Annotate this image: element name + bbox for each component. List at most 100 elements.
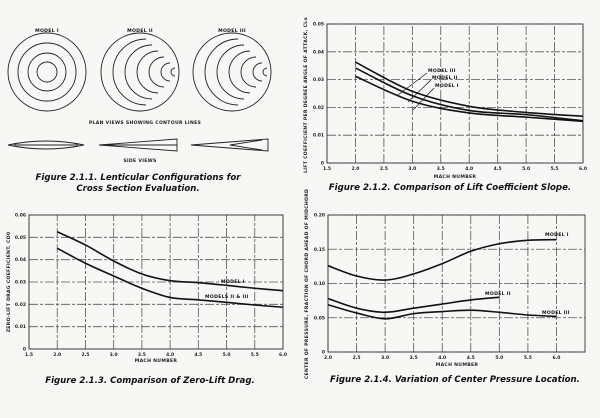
figure-caption: Figure 2.1.4. Variation of Center Pressu… [330, 375, 580, 385]
model-2-side-view [98, 138, 178, 152]
model-1-plan-view [7, 32, 87, 112]
model-3-side-view [190, 138, 269, 152]
x-tick-label: 3.5 [437, 166, 445, 172]
x-tick-label: 6.0 [579, 166, 587, 172]
y-tick-label: 0.05 [313, 22, 324, 28]
figure-2-1-1: MODEL I MODEL II MODEL III PLAN VIEWS SH… [7, 28, 272, 194]
y-tick-label: 0.02 [313, 105, 324, 111]
plan-views-label: PLAN VIEWS SHOWING CONTOUR LINES [89, 120, 201, 126]
series-line-model-i [327, 238, 557, 281]
x-axis-label: MACH NUMBER [135, 358, 178, 364]
y-tick-label: 0.05 [314, 315, 325, 321]
figure-2-1-2-lift-slope-chart: 1.5 2.0 2.5 3.0 3.5 4.0 4.5 5.0 5.5 6.0 0 0.01 0.02 0… [303, 17, 587, 193]
model-1-side-view [7, 140, 85, 150]
model-3-plan-view [192, 32, 272, 112]
x-tick-label: 4.0 [465, 166, 473, 172]
y-tick-label: 0 [321, 161, 324, 167]
series-line-model-iii [355, 61, 584, 118]
x-tick-label: 3.5 [138, 352, 146, 358]
figure-caption: Figure 2.1.2. Comparison of Lift Coeffic… [329, 183, 571, 193]
contour-arc [136, 50, 159, 94]
x-tick-label: 5.5 [524, 355, 532, 361]
y-tick-label: 0.01 [313, 133, 324, 139]
x-tick-label: 4.5 [494, 166, 502, 172]
leader-line [412, 87, 435, 111]
x-tick-label: 5.5 [551, 166, 559, 172]
contour-arc [262, 67, 268, 77]
contour-arc [148, 56, 165, 88]
series-line-models-ii-iii [56, 247, 284, 309]
y-tick-label: 0.20 [314, 213, 325, 219]
contour-arc [112, 38, 147, 106]
x-tick-label: 5.0 [522, 166, 530, 172]
x-tick-label: 1.5 [323, 166, 331, 172]
series-line-model-ii [355, 67, 584, 122]
series-line-model-ii [327, 296, 500, 314]
x-tick-label: 3.0 [381, 355, 389, 361]
contour-ring [36, 61, 58, 83]
x-tick-label: 6.0 [552, 355, 560, 361]
x-tick-label: 1.5 [25, 352, 33, 358]
x-tick-label: 4.5 [194, 352, 202, 358]
series-label: MODEL III [428, 68, 456, 74]
x-tick-label: 2.5 [81, 352, 89, 358]
series-label: MODEL I [221, 279, 245, 285]
x-tick-label: 5.5 [251, 352, 259, 358]
plot-frame [327, 214, 586, 353]
series-label: MODELS II & III [205, 294, 249, 300]
series-label: MODEL II [485, 291, 511, 297]
figure-2-1-4-center-pressure-chart: 2.0 2.5 3.0 3.5 4.0 4.5 5.0 5.5 6.0 0 0.05 0.10 0.15… [304, 189, 586, 385]
outline-circle [100, 32, 180, 112]
x-tick-label: 2.5 [353, 355, 361, 361]
y-tick-label: 0.10 [314, 281, 325, 287]
x-tick-label: 2.0 [53, 352, 61, 358]
y-tick-label: 0.02 [15, 302, 26, 308]
contour-arc [216, 44, 245, 100]
x-axis-label: MACH NUMBER [434, 174, 477, 180]
contour-ring [7, 32, 87, 112]
x-tick-label: 3.5 [410, 355, 418, 361]
x-axis-label: MACH NUMBER [436, 362, 479, 368]
x-tick-label: 4.0 [438, 355, 446, 361]
contour-arc [170, 67, 176, 77]
y-tick-label: 0.01 [15, 324, 26, 330]
x-tick-label: 4.5 [467, 355, 475, 361]
x-tick-label: 3.0 [408, 166, 416, 172]
y-axis-label: LIFT COEFFICIENT PER DEGREE ANGLE OF ATT… [303, 17, 309, 173]
y-tick-label: 0 [322, 350, 325, 356]
x-tick-label: 6.0 [279, 352, 287, 358]
series-label: MODEL II [432, 75, 458, 81]
contour-arc [228, 50, 251, 94]
contour-ring [17, 42, 77, 102]
series-label: MODEL I [545, 232, 569, 238]
series-label: MODEL III [542, 310, 570, 316]
y-tick-label: 0.03 [313, 77, 324, 83]
figure-2-1-1-caption-line1: Figure 2.1.1. Lenticular Configurations … [36, 173, 242, 183]
model-3-label: MODEL III [218, 28, 246, 34]
series-line-model-i [56, 231, 284, 292]
contour-arc [252, 62, 263, 82]
y-tick-label: 0.03 [15, 280, 26, 286]
model-1-label: MODEL I [35, 28, 59, 34]
x-tick-label: 2.0 [351, 166, 359, 172]
series-label: MODEL I [435, 83, 459, 89]
leader-line [407, 79, 432, 103]
series-line-model-i [355, 75, 584, 123]
figure-caption: Figure 2.1.3. Comparison of Zero-Lift Dr… [45, 376, 255, 386]
figure-2-1-1-caption-line2: Cross Section Evaluation. [76, 184, 199, 194]
x-tick-label: 5.0 [223, 352, 231, 358]
contour-arc [124, 44, 153, 100]
contour-ring [27, 52, 67, 92]
y-tick-label: 0 [23, 347, 26, 353]
y-tick-label: 0.06 [15, 213, 26, 219]
x-tick-label: 5.0 [495, 355, 503, 361]
x-tick-label: 2.5 [380, 166, 388, 172]
x-tick-label: 3.0 [110, 352, 118, 358]
contour-arc [240, 56, 257, 88]
contour-arc [160, 62, 171, 82]
plot-frame [28, 214, 284, 350]
y-axis-label: ZERO-LIFT DRAG COEFFICIENT, CD0 [6, 232, 12, 333]
model-2-label: MODEL II [127, 28, 153, 34]
y-tick-label: 0.04 [15, 257, 26, 263]
